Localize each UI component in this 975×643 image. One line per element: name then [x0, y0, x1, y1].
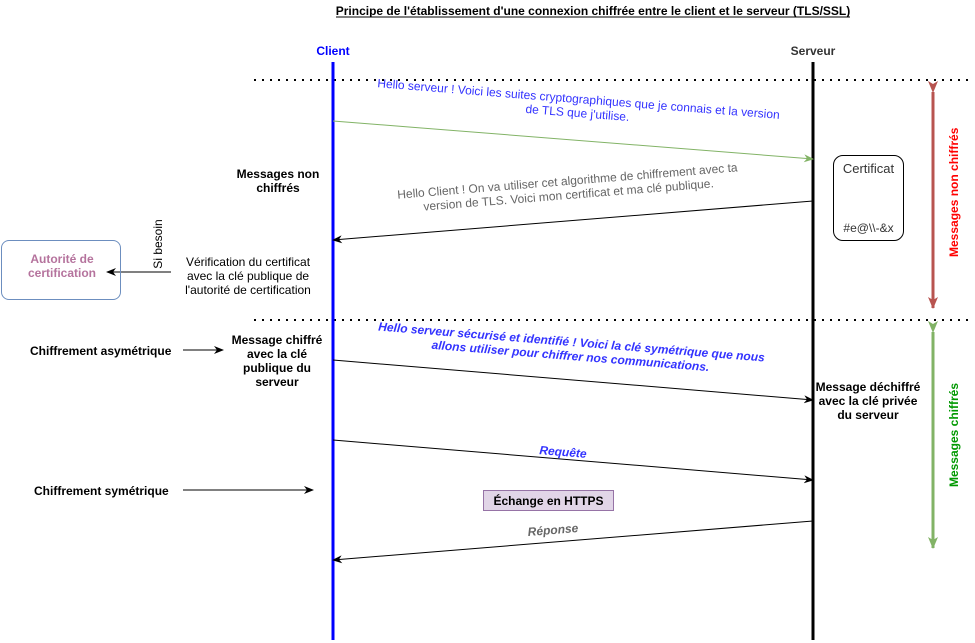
certificate-authority-box: Autorité de certification — [1, 240, 121, 300]
decrypted-with-private-key-note: Message déchiffré avec la clé privée du … — [815, 380, 921, 422]
client-lane-label: Client — [316, 44, 350, 58]
certificate-title: Certificat — [842, 161, 895, 176]
encrypted-with-public-key-note: Message chiffré avec la clé publique du … — [231, 333, 323, 389]
verification-note: Vérification du certificat avec la clé p… — [185, 255, 311, 297]
server-lane-label: Serveur — [790, 44, 836, 58]
hello-server-arrow — [332, 120, 814, 163]
asymmetric-encryption-label: Chiffrement asymétrique — [30, 344, 172, 358]
hello-client-arrow — [332, 200, 814, 244]
if-needed-label: Si besoin — [151, 219, 165, 269]
response-arrow — [332, 520, 814, 564]
request-arrow — [332, 439, 814, 484]
certificate-box: Certificat #e@\\-&x — [833, 155, 904, 241]
certificate-authority-label: Autorité de certification — [27, 252, 96, 280]
unencrypted-messages-note: Messages non chiffrés — [236, 167, 320, 195]
secure-hello-arrow — [332, 359, 814, 404]
certificate-code: #e@\\-&x — [843, 221, 894, 235]
symmetric-encryption-label: Chiffrement symétrique — [34, 484, 169, 498]
https-exchange-label: Échange en HTTPS — [493, 494, 604, 508]
encrypted-side-label: Messages chiffrés — [947, 382, 961, 488]
unencrypted-side-label: Messages non chiffrés — [947, 127, 961, 257]
https-exchange-box: Échange en HTTPS — [483, 490, 614, 511]
diagram-title: Principe de l'établissement d'une connex… — [335, 4, 851, 18]
